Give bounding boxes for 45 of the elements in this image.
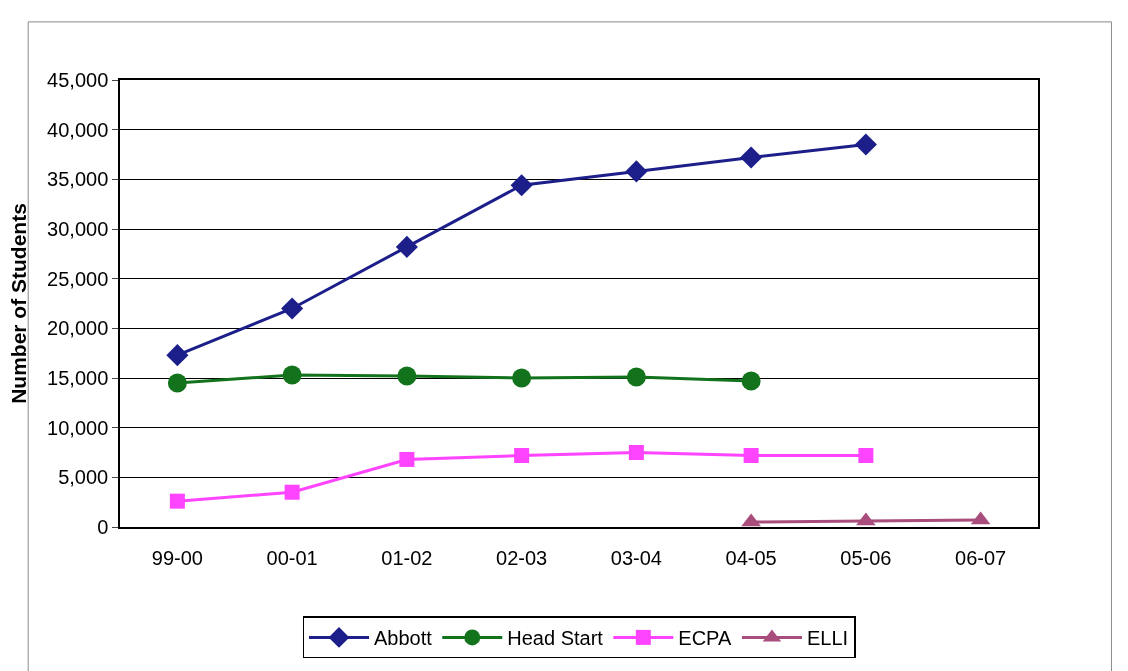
x-tick-label: 05-06 [840,546,892,569]
y-axis-title: Number of Students [6,203,30,404]
legend-label: ELLI [806,627,849,650]
x-tick-label: 06-07 [955,546,1007,569]
point [510,174,533,197]
y-tick-label: 20,000 [47,317,109,340]
point [282,365,302,385]
point [514,447,530,463]
point [625,160,648,183]
point [741,513,761,527]
y-tick-label: 0 [97,516,109,538]
point [395,235,418,258]
legend-label: ECPA [678,627,732,650]
y-tick-label: 40,000 [47,118,109,141]
y-tick-label: 10,000 [47,416,109,439]
y-tick-label: 30,000 [47,218,109,240]
point [166,344,189,367]
point [284,484,300,500]
point [856,512,876,526]
x-tick-label: 02-03 [496,546,548,569]
point [397,366,417,386]
y-tick-label: 5,000 [58,466,109,489]
y-tick-label: 35,000 [47,168,109,191]
point [741,371,761,391]
point [281,297,304,320]
y-tick-label: 45,000 [47,69,109,91]
legend-label: Head Start [507,627,604,650]
point [512,368,532,388]
x-tick-label: 99-00 [151,546,203,569]
point [743,447,759,463]
point [858,447,874,463]
point [628,445,644,460]
point [740,146,763,169]
y-tick-label: 25,000 [47,267,109,290]
point [169,493,185,509]
y-tick-label: 15,000 [47,367,109,389]
x-tick-label: 01-02 [381,546,433,569]
x-tick-label: 00-01 [266,546,318,569]
x-tick-label: 04-05 [725,546,777,569]
point [626,367,646,387]
legend-label: Abbott [374,627,433,650]
point [167,373,187,393]
x-tick-label: 03-04 [610,546,662,569]
point [399,451,415,467]
point [854,133,877,156]
